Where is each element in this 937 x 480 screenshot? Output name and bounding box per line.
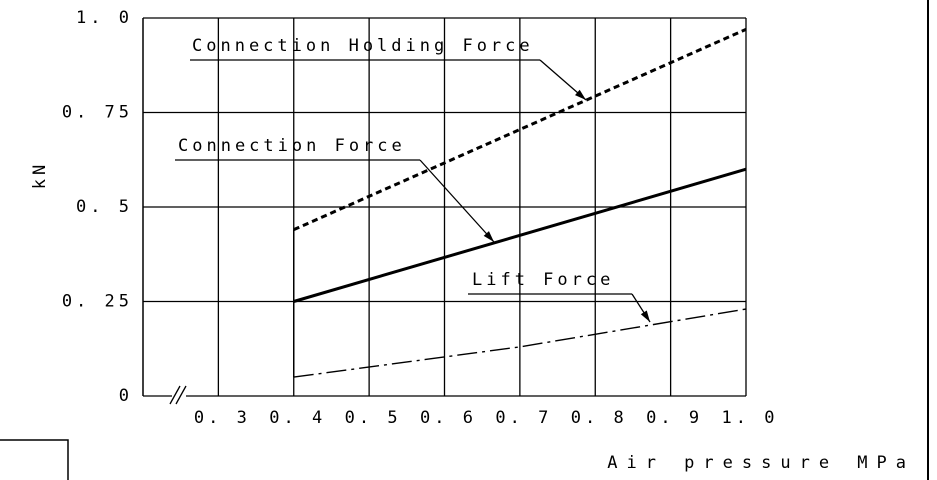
y-axis-label: kN bbox=[30, 161, 50, 189]
annotation: Connection Force bbox=[178, 136, 406, 156]
series-line bbox=[293, 308, 747, 378]
arrow-head bbox=[483, 231, 494, 242]
x-tick-label: 0. 4 bbox=[269, 408, 326, 428]
x-tick-label: 0. 3 bbox=[194, 408, 251, 428]
axis-break bbox=[169, 385, 181, 405]
arrow-head bbox=[640, 310, 650, 322]
arrow-head bbox=[575, 89, 586, 100]
annotation: Connection Holding Force bbox=[192, 36, 534, 56]
x-tick-label: 0. 7 bbox=[495, 408, 552, 428]
leader-line bbox=[419, 159, 495, 243]
x-tick-label: 0. 6 bbox=[420, 408, 477, 428]
x-tick-label: 0. 9 bbox=[646, 408, 703, 428]
series-line bbox=[293, 27, 747, 232]
y-tick-label: 0. 25 bbox=[62, 292, 133, 312]
x-tick-label: 1. 0 bbox=[722, 408, 779, 428]
axis-break bbox=[175, 385, 187, 405]
y-tick-label: 1. 0 bbox=[76, 8, 133, 28]
x-axis-label: Air pressure MPa bbox=[607, 453, 915, 473]
x-tick-label: 0. 8 bbox=[571, 408, 628, 428]
x-tick-label: 0. 5 bbox=[345, 408, 402, 428]
y-tick-label: 0 bbox=[119, 386, 133, 406]
series-line bbox=[293, 167, 747, 303]
y-tick-label: 0. 5 bbox=[76, 197, 133, 217]
y-tick-label: 0. 75 bbox=[62, 103, 133, 123]
corner-box bbox=[0, 439, 69, 480]
annotation: Lift Force bbox=[472, 270, 614, 290]
